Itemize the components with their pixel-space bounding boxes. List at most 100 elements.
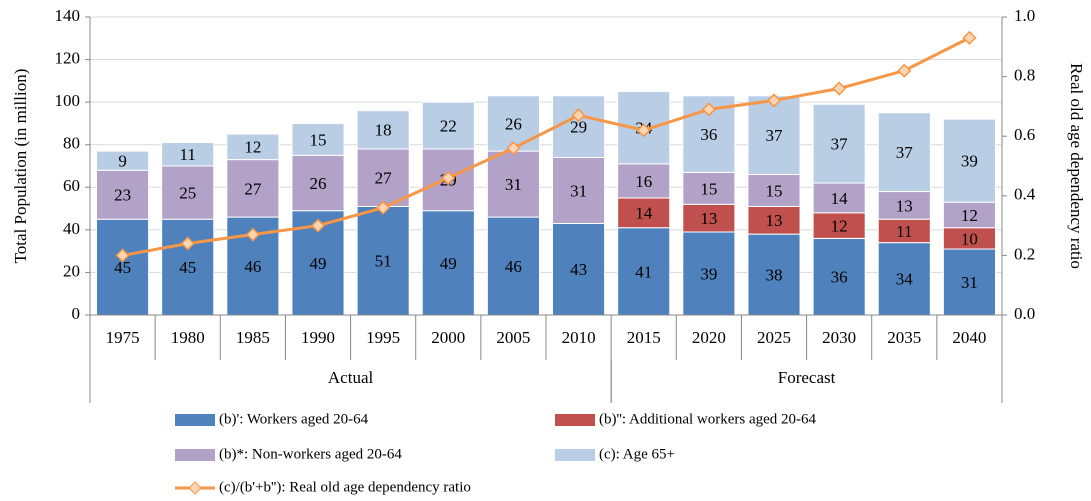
legend-marker — [188, 481, 202, 495]
data-label: 16 — [635, 172, 652, 191]
data-label: 49 — [310, 254, 327, 273]
data-label: 43 — [570, 260, 587, 279]
data-label: 13 — [766, 211, 783, 230]
legend-label: (b)*: Non-workers aged 20-64 — [219, 446, 402, 462]
bar-segment — [96, 169, 150, 220]
x-tick-label: 1980 — [171, 328, 205, 347]
data-label: 26 — [310, 174, 327, 193]
x-tick-label: 2005 — [496, 328, 530, 347]
marker — [636, 123, 651, 138]
legend-label: (c)/(b'+b''): Real old age dependency ra… — [219, 479, 471, 495]
data-label: 49 — [440, 254, 457, 273]
data-label: 31 — [505, 175, 522, 194]
data-label: 12 — [961, 206, 978, 225]
line — [122, 36, 971, 257]
y2-tick-label: 0.6 — [1014, 125, 1035, 144]
marker — [310, 218, 326, 233]
data-label: 25 — [179, 184, 196, 203]
marker — [962, 30, 977, 45]
bar-segment — [617, 163, 671, 199]
data-label: 45 — [179, 258, 196, 277]
bar-segment — [812, 212, 866, 239]
x-tick-label: 1995 — [366, 328, 400, 347]
data-label: 46 — [505, 257, 522, 276]
data-label: 39 — [961, 152, 978, 171]
bar-segment — [226, 159, 280, 218]
legend-swatch — [555, 449, 595, 461]
group-label: Forecast — [778, 368, 836, 387]
marker — [897, 63, 912, 78]
y2-tick-label: 1.0 — [1014, 6, 1035, 25]
bar-segment — [421, 101, 475, 150]
data-label: 14 — [831, 189, 849, 208]
y2-tick-label: 0.8 — [1014, 66, 1035, 85]
bar-segment — [812, 103, 866, 184]
group-label: Actual — [328, 368, 374, 387]
y-tick-label: 140 — [55, 6, 81, 25]
marker — [832, 81, 847, 96]
data-label: 10 — [961, 229, 978, 248]
x-tick-label: 1985 — [236, 328, 270, 347]
y2-tick-label: 0.0 — [1014, 304, 1035, 323]
data-label: 26 — [505, 114, 522, 133]
marker — [766, 93, 782, 108]
y2-axis-label: Real old age dependency ratio — [1067, 63, 1086, 269]
bar-segment — [486, 216, 540, 316]
data-label: 12 — [831, 217, 848, 236]
bar-segment — [747, 174, 801, 207]
x-tick-label: 2040 — [952, 328, 986, 347]
legend-swatch — [175, 414, 215, 426]
marker — [115, 248, 130, 263]
data-label: 38 — [766, 265, 783, 284]
bar-segment — [682, 231, 736, 316]
data-label: 37 — [831, 135, 849, 154]
marker — [701, 102, 716, 117]
y-tick-label: 120 — [55, 48, 81, 67]
x-tick-label: 1975 — [106, 328, 140, 347]
x-tick-label: 2035 — [887, 328, 921, 347]
bar-segment — [291, 122, 345, 156]
data-label: 41 — [635, 262, 652, 281]
data-label: 22 — [440, 116, 457, 135]
bar-segment — [356, 110, 410, 150]
data-label: 31 — [570, 181, 587, 200]
bar-segment — [617, 227, 671, 316]
bar-segment — [356, 205, 410, 316]
data-label: 31 — [961, 273, 978, 292]
data-label: 34 — [896, 270, 914, 289]
data-label: 36 — [700, 125, 717, 144]
x-tick-label: 2025 — [757, 328, 791, 347]
y-tick-label: 0 — [72, 304, 81, 323]
y-tick-label: 40 — [63, 219, 80, 238]
y-tick-label: 60 — [63, 176, 80, 195]
data-label: 15 — [700, 179, 717, 198]
data-label: 37 — [766, 126, 784, 145]
data-label: 51 — [375, 252, 392, 271]
x-tick-label: 2020 — [692, 328, 726, 347]
x-tick-label: 1990 — [301, 328, 335, 347]
data-label: 13 — [896, 196, 913, 215]
data-label: 11 — [896, 222, 912, 241]
bar-segment — [812, 237, 866, 316]
marker — [441, 170, 456, 185]
x-tick-label: 2015 — [627, 328, 661, 347]
x-tick-label: 2010 — [562, 328, 596, 347]
marker — [506, 141, 521, 156]
bar-segment — [812, 182, 866, 214]
bar-segment — [552, 156, 606, 224]
data-label: 14 — [635, 204, 653, 223]
legend-swatch — [175, 449, 215, 461]
data-label: 39 — [700, 264, 717, 283]
x-tick-label: 2000 — [431, 328, 465, 347]
y-axis-label: Total Population (in million) — [11, 69, 30, 264]
data-label: 12 — [244, 138, 261, 157]
legend-label: (c): Age 65+ — [599, 446, 675, 462]
bar-segment — [877, 191, 931, 220]
y2-tick-label: 0.2 — [1014, 244, 1035, 263]
legend-swatch — [555, 414, 595, 426]
bar-segment — [226, 133, 280, 161]
bar-segment — [161, 165, 215, 220]
marker — [245, 227, 260, 242]
data-label: 27 — [375, 169, 393, 188]
